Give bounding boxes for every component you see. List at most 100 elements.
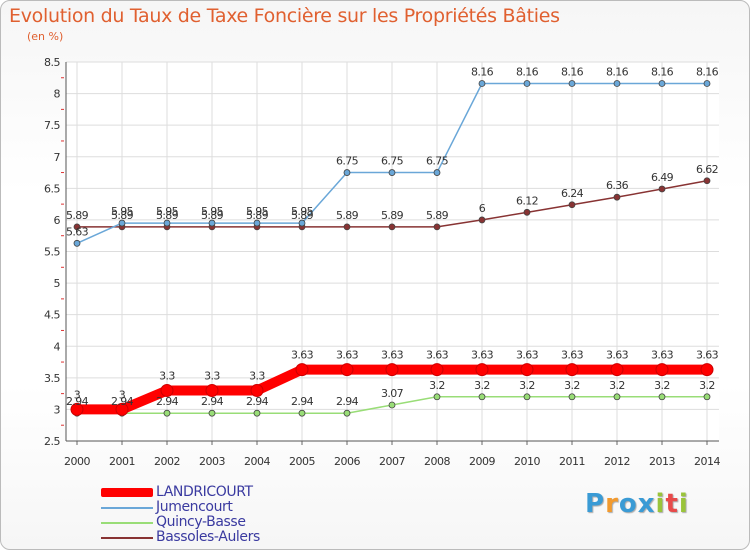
data-point-quincy-basse <box>703 393 711 401</box>
x-tick-label: 2009 <box>469 455 495 468</box>
data-point-landricourt <box>70 402 84 416</box>
data-point-quincy-basse <box>163 409 171 417</box>
chart-subtitle: (en %) <box>27 30 64 43</box>
data-labels: 3 3 3.3 3.3 3.3 3.63 3.63 3.63 3.63 3.63 3.63 3.63 3… <box>66 65 719 408</box>
data-point-quincy-basse <box>208 409 216 417</box>
data-label-landricourt: 3.63 <box>471 349 494 362</box>
data-point-quincy-basse <box>613 393 621 401</box>
data-label-jumencourt: 8.16 <box>471 65 494 78</box>
data-point-jumencourt <box>253 219 261 227</box>
data-label-bassoles-aulers: 6.24 <box>561 187 584 200</box>
data-label-bassoles-aulers: 5.89 <box>426 209 449 222</box>
data-point-bassoles-aulers <box>568 201 576 209</box>
data-label-quincy-basse: 3.2 <box>474 379 490 392</box>
data-point-jumencourt <box>163 219 171 227</box>
y-tick-label: 7 <box>54 151 61 164</box>
data-label-bassoles-aulers: 5.89 <box>336 209 359 222</box>
data-label-jumencourt: 5.63 <box>66 225 89 238</box>
data-point-landricourt <box>475 363 489 377</box>
data-label-jumencourt: 8.16 <box>651 65 674 78</box>
logo-letter: t <box>665 489 679 519</box>
data-label-bassoles-aulers: 5.89 <box>111 209 134 222</box>
data-label-landricourt: 3.63 <box>516 349 539 362</box>
data-point-bassoles-aulers <box>433 223 441 231</box>
logo-letter: i <box>655 489 666 519</box>
data-label-bassoles-aulers: 6.12 <box>516 194 538 207</box>
y-tick-label: 8 <box>54 88 61 101</box>
data-point-landricourt <box>655 363 669 377</box>
chart-title: Evolution du Taux de Taxe Foncière sur l… <box>9 5 560 27</box>
y-tick-label: 5.5 <box>44 246 60 259</box>
y-tick-label: 3.5 <box>44 372 60 385</box>
data-label-jumencourt: 6.75 <box>381 155 404 168</box>
y-tick-label: 6 <box>54 214 61 227</box>
data-point-bassoles-aulers <box>703 177 711 185</box>
data-point-landricourt <box>340 363 354 377</box>
axes: 2.5 3 3.5 4 4.5 5 5.5 6 6.5 7 7.5 8 8.5 2000 2001 2002 2… <box>44 56 721 468</box>
legend-swatch-bassoles-aulers <box>101 536 153 539</box>
x-tick-label: 2002 <box>154 455 180 468</box>
data-label-landricourt: 3.63 <box>651 349 674 362</box>
x-tick-label: 2013 <box>649 455 675 468</box>
data-point-quincy-basse <box>478 393 486 401</box>
data-point-jumencourt <box>703 80 711 87</box>
data-label-quincy-basse: 3.2 <box>429 379 445 392</box>
data-label-quincy-basse: 3.2 <box>654 379 670 392</box>
y-tick-label: 4 <box>54 340 61 353</box>
data-point-jumencourt <box>208 219 216 227</box>
data-point-jumencourt <box>343 169 351 176</box>
legend-swatch-landricourt <box>101 488 153 497</box>
x-tick-label: 2000 <box>64 455 90 468</box>
data-point-bassoles-aulers <box>343 223 351 231</box>
data-point-bassoles-aulers <box>388 223 396 231</box>
data-label-quincy-basse: 2.94 <box>336 395 359 408</box>
data-label-quincy-basse: 2.94 <box>201 395 224 408</box>
data-point-landricourt <box>610 363 624 377</box>
x-tick-label: 2004 <box>244 455 270 468</box>
x-tick-label: 2001 <box>109 455 135 468</box>
proxiti-logo: Proxiti <box>585 489 689 519</box>
data-label-bassoles-aulers: 5.89 <box>246 209 269 222</box>
logo-letter: o <box>618 489 638 519</box>
data-label-quincy-basse: 3.2 <box>519 379 535 392</box>
data-point-jumencourt <box>73 239 81 247</box>
x-tick-label: 2008 <box>424 455 450 468</box>
data-point-jumencourt <box>523 80 531 87</box>
data-label-bassoles-aulers: 5.89 <box>156 209 179 222</box>
data-label-landricourt: 3 <box>74 388 81 401</box>
data-label-quincy-basse: 2.94 <box>156 395 179 408</box>
data-label-landricourt: 3 <box>119 388 126 401</box>
grid <box>66 61 719 442</box>
x-tick-label: 2010 <box>514 455 540 468</box>
data-label-jumencourt: 6.75 <box>426 155 449 168</box>
data-point-jumencourt <box>433 169 441 176</box>
data-label-jumencourt: 8.16 <box>516 65 539 78</box>
data-label-quincy-basse: 2.94 <box>246 395 269 408</box>
data-label-landricourt: 3.63 <box>291 349 314 362</box>
data-label-landricourt: 3.63 <box>336 349 359 362</box>
data-label-quincy-basse: 2.94 <box>66 395 89 408</box>
data-point-quincy-basse <box>388 401 396 409</box>
data-label-jumencourt: 5.95 <box>291 205 314 218</box>
data-point-landricourt <box>160 383 174 397</box>
data-label-landricourt: 3.3 <box>249 369 265 382</box>
y-tick-label: 2.5 <box>44 435 60 448</box>
data-label-bassoles-aulers: 5.89 <box>201 209 224 222</box>
data-point-jumencourt <box>118 219 126 227</box>
data-label-jumencourt: 6.75 <box>336 155 359 168</box>
data-label-landricourt: 3.63 <box>426 349 449 362</box>
data-point-quincy-basse <box>343 409 351 417</box>
legend-swatch-jumencourt <box>101 506 153 509</box>
data-label-quincy-basse: 2.94 <box>111 395 134 408</box>
legend-item: LANDRICOURT <box>101 485 260 500</box>
data-point-landricourt <box>430 363 444 377</box>
legend-swatch-quincy-basse <box>101 521 153 524</box>
data-point-landricourt <box>250 383 264 397</box>
data-label-bassoles-aulers: 5.89 <box>66 209 89 222</box>
x-tick-label: 2006 <box>334 455 360 468</box>
y-tick-label: 8.5 <box>44 56 60 69</box>
data-point-jumencourt <box>298 219 306 227</box>
x-tick-label: 2005 <box>289 455 315 468</box>
logo-letter: P <box>585 489 606 519</box>
